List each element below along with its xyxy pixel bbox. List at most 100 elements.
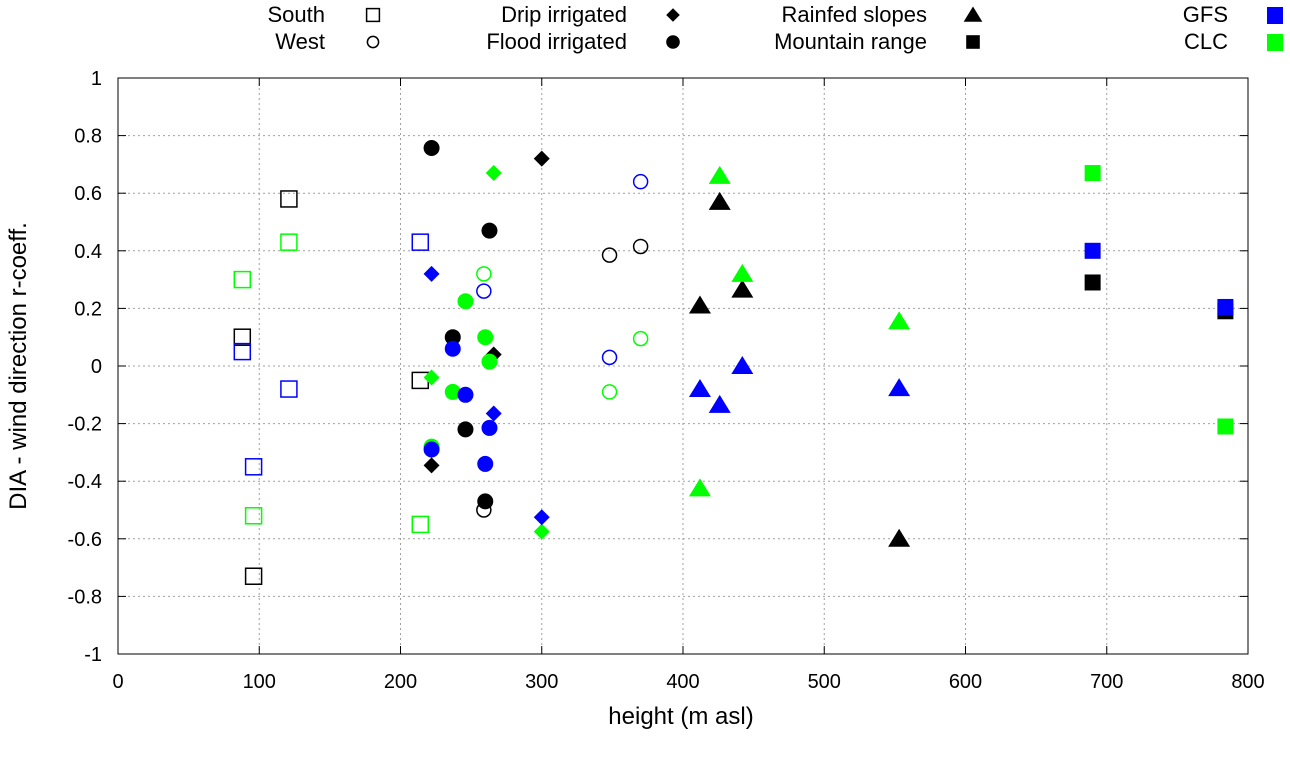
legend-marker-circle (666, 35, 680, 49)
point-mountain-range-gfs (1217, 298, 1234, 315)
legend-marker-square (966, 35, 980, 49)
y-tick-label: -0.4 (68, 471, 102, 493)
x-tick-label: 700 (1090, 671, 1123, 693)
point-drip-irrigated-gfs (485, 405, 502, 422)
point-flood-irrigated-clc (444, 383, 461, 400)
point-rainfed-slopes-gfs (708, 394, 731, 413)
point-west-obs (601, 247, 618, 263)
x-tick-label: 400 (666, 671, 699, 693)
point-south-clc (280, 233, 298, 251)
legend-swatch-clc (1267, 34, 1283, 51)
x-tick-label: 500 (808, 671, 841, 693)
point-south-clc (411, 515, 430, 534)
point-south-gfs (411, 233, 430, 251)
legend-marker-triangle (963, 6, 983, 22)
point-drip-irrigated-clc (533, 523, 550, 540)
legend-label: Rainfed slopes (781, 2, 927, 27)
point-west-obs (632, 238, 649, 255)
point-west-clc (476, 266, 492, 282)
point-mountain-range-clc (1084, 165, 1101, 182)
x-tick-label: 300 (525, 671, 558, 693)
point-drip-irrigated-gfs (533, 509, 550, 526)
y-tick-label: -0.2 (68, 414, 102, 436)
x-tick-label: 100 (243, 671, 276, 693)
grid (118, 78, 1248, 654)
point-flood-irrigated-clc (481, 353, 498, 370)
point-south-gfs (244, 458, 263, 476)
legend-label: South (268, 2, 326, 27)
point-rainfed-slopes-clc (731, 263, 754, 282)
point-flood-irrigated-clc (457, 293, 474, 310)
y-axis-label: DIA - wind direction r-coeff. (5, 222, 32, 510)
point-flood-irrigated-gfs (481, 419, 498, 436)
point-west-gfs (632, 173, 649, 190)
point-drip-irrigated-clc (423, 369, 440, 386)
y-tick-label: 0 (91, 356, 102, 378)
point-south-obs (244, 567, 263, 585)
point-drip-irrigated-obs (423, 457, 440, 474)
point-rainfed-slopes-obs (731, 279, 754, 298)
point-south-gfs (280, 380, 298, 398)
legend-label: GFS (1183, 2, 1228, 27)
axis-ticks: 0 100 200 300 400 500 600 700 80010.80.60.40.20-… (68, 68, 1265, 693)
x-tick-label: 600 (949, 671, 982, 693)
point-south-obs (411, 371, 430, 390)
point-rainfed-slopes-gfs (688, 379, 711, 398)
point-mountain-range-gfs (1084, 242, 1101, 259)
x-tick-label: 800 (1231, 671, 1264, 693)
legend-marker-open-circle (366, 35, 380, 49)
point-rainfed-slopes-clc (888, 311, 911, 330)
point-flood-irrigated-obs (423, 139, 440, 156)
y-tick-label: 0.4 (74, 241, 102, 263)
legend-marker-diamond (666, 8, 680, 22)
x-axis-label: height (m asl) (608, 703, 753, 730)
point-rainfed-slopes-clc (688, 478, 711, 497)
point-mountain-range-clc (1217, 418, 1234, 435)
data-points (233, 139, 1234, 585)
x-tick-label: 0 (112, 671, 123, 693)
y-tick-label: -0.6 (68, 529, 102, 551)
point-rainfed-slopes-obs (708, 191, 731, 210)
point-flood-irrigated-obs (444, 329, 461, 346)
point-west-clc (601, 384, 618, 400)
point-south-clc (233, 270, 252, 289)
point-flood-irrigated-gfs (423, 441, 440, 458)
y-tick-label: 0.6 (74, 183, 102, 205)
point-rainfed-slopes-obs (888, 528, 911, 547)
legend-label: Mountain range (774, 29, 927, 54)
point-south-gfs (233, 342, 252, 361)
point-west-clc (632, 330, 649, 347)
point-south-obs (280, 190, 298, 208)
x-tick-label: 200 (384, 671, 417, 693)
legend-label: Drip irrigated (501, 2, 627, 27)
point-rainfed-slopes-gfs (731, 356, 754, 374)
point-rainfed-slopes-gfs (888, 378, 911, 397)
legend-label: Flood irrigated (486, 29, 627, 54)
point-flood-irrigated-obs (477, 493, 494, 510)
point-drip-irrigated-clc (485, 165, 502, 182)
legend-label: CLC (1184, 29, 1228, 54)
legend-swatch-gfs (1267, 7, 1283, 24)
point-flood-irrigated-gfs (444, 340, 461, 357)
point-west-gfs (476, 283, 492, 299)
y-tick-label: -0.8 (68, 586, 102, 608)
point-flood-irrigated-gfs (457, 386, 474, 403)
point-flood-irrigated-obs (481, 222, 498, 239)
y-tick-label: -1 (84, 644, 102, 666)
legend-label: West (275, 29, 325, 54)
y-tick-label: 1 (91, 68, 102, 90)
point-rainfed-slopes-obs (688, 295, 711, 314)
y-tick-label: 0.8 (74, 126, 102, 148)
point-flood-irrigated-gfs (477, 455, 494, 472)
point-flood-irrigated-clc (477, 329, 494, 346)
point-drip-irrigated-gfs (423, 265, 440, 282)
point-south-obs (233, 328, 252, 346)
point-west-gfs (601, 349, 618, 366)
point-drip-irrigated-obs (533, 150, 550, 167)
y-tick-label: 0.2 (74, 298, 102, 320)
legend-marker-open-square (365, 7, 381, 23)
point-mountain-range-obs (1084, 274, 1101, 291)
point-rainfed-slopes-clc (708, 165, 731, 184)
